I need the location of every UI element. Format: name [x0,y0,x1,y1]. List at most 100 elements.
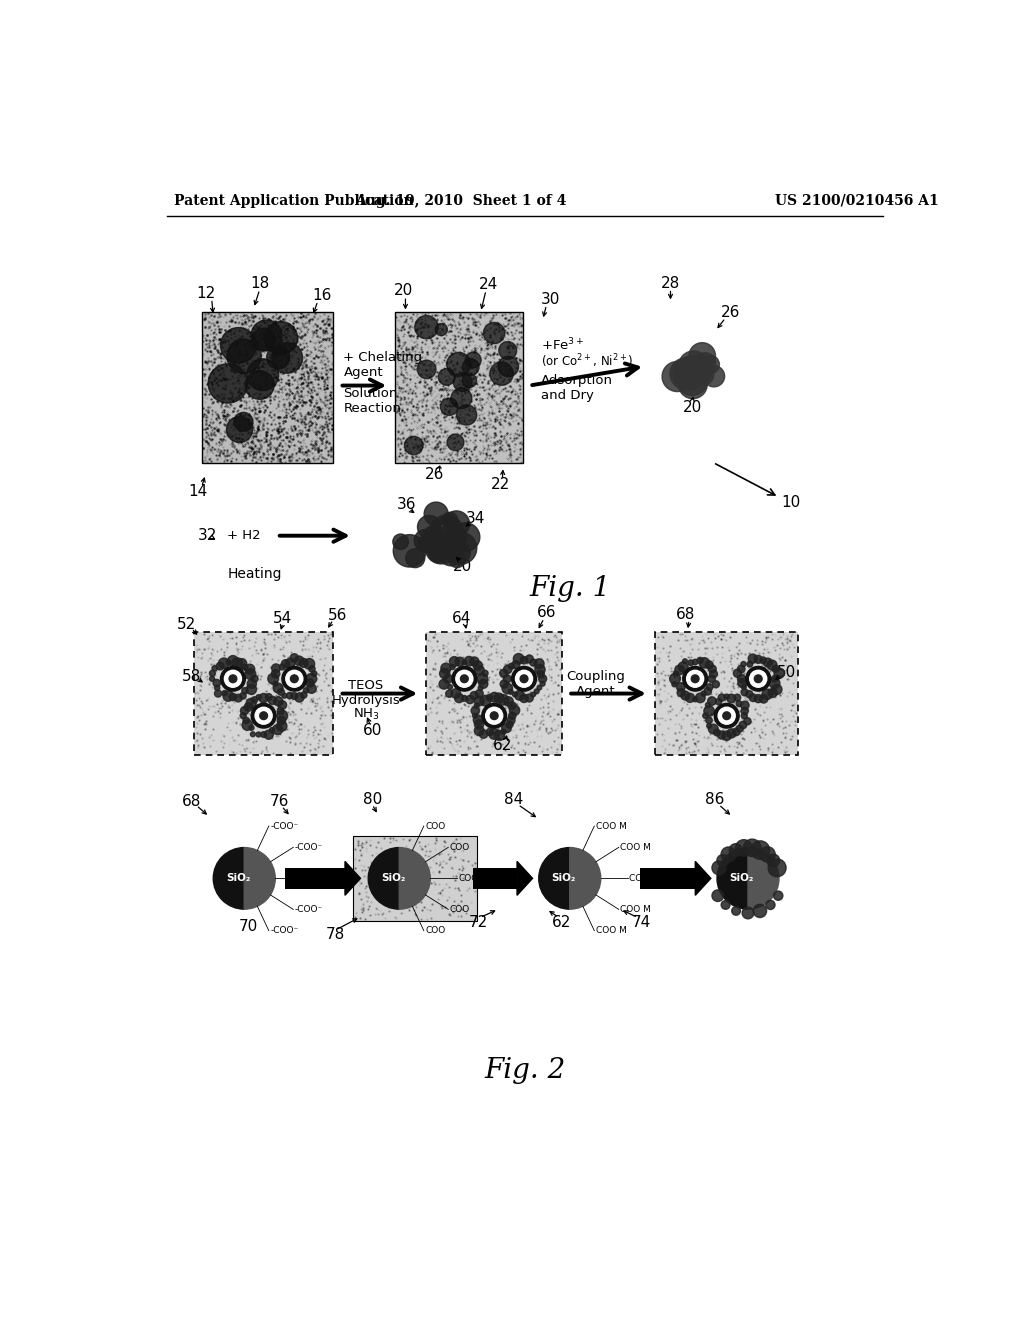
Text: NH$_3$: NH$_3$ [352,706,379,722]
Circle shape [693,697,697,702]
Circle shape [462,660,467,665]
Circle shape [245,669,256,680]
Circle shape [494,693,504,704]
Text: 58: 58 [182,669,201,684]
Circle shape [706,717,713,723]
Circle shape [282,667,307,692]
Circle shape [466,696,474,704]
Circle shape [707,723,712,729]
Text: 76: 76 [269,793,289,809]
Text: 26: 26 [424,466,443,482]
Text: COO: COO [450,843,470,851]
Circle shape [455,694,464,702]
Circle shape [712,890,724,902]
Circle shape [227,656,239,667]
Text: 18: 18 [250,276,269,292]
Circle shape [678,661,688,672]
Circle shape [772,665,779,672]
Circle shape [308,665,315,672]
Circle shape [439,680,449,689]
Text: 16: 16 [312,288,332,304]
Text: 50: 50 [777,665,797,680]
Circle shape [472,713,477,718]
Text: Heating: Heating [227,568,282,581]
Circle shape [473,715,483,725]
Circle shape [286,671,303,688]
Text: 86: 86 [705,792,724,808]
Circle shape [482,671,488,676]
Bar [202,313,334,462]
Text: 36: 36 [397,498,417,512]
Circle shape [443,675,453,684]
Circle shape [706,702,711,708]
Circle shape [224,671,242,688]
Circle shape [750,671,767,688]
Circle shape [741,685,746,689]
Text: COO M: COO M [621,843,651,851]
Text: 78: 78 [326,927,344,942]
Circle shape [506,721,513,729]
Circle shape [504,665,512,673]
Circle shape [219,657,229,668]
Circle shape [502,684,513,693]
Wedge shape [717,847,748,909]
Circle shape [718,694,725,701]
Circle shape [685,693,694,702]
Circle shape [393,535,426,568]
Circle shape [243,717,250,723]
Circle shape [490,711,498,719]
Circle shape [424,502,449,525]
Circle shape [512,692,517,697]
Circle shape [414,529,436,552]
Circle shape [512,667,537,692]
Circle shape [280,664,286,671]
Polygon shape [517,862,532,895]
Circle shape [512,660,520,668]
Circle shape [229,693,237,701]
Circle shape [474,696,484,706]
Circle shape [442,512,458,528]
Circle shape [256,733,261,737]
Circle shape [241,713,246,718]
Text: -COO⁻: -COO⁻ [304,874,332,883]
Circle shape [456,671,473,688]
Circle shape [509,711,516,719]
Circle shape [441,663,451,673]
Circle shape [700,355,720,374]
Circle shape [261,731,266,738]
Circle shape [462,696,467,701]
Circle shape [415,315,438,339]
Circle shape [692,364,714,385]
Circle shape [724,694,729,700]
Bar [426,632,562,755]
Circle shape [712,861,726,875]
Wedge shape [569,847,601,909]
Circle shape [241,706,249,714]
Circle shape [210,671,215,676]
Circle shape [501,730,506,734]
Circle shape [677,682,685,692]
Circle shape [445,690,453,697]
Text: 60: 60 [362,723,382,738]
Text: Coupling
Agent: Coupling Agent [566,671,625,698]
Circle shape [278,689,285,696]
Circle shape [245,702,253,711]
Circle shape [495,730,505,741]
Circle shape [214,690,221,697]
Wedge shape [539,847,569,909]
Circle shape [500,669,508,677]
Circle shape [741,661,746,667]
Text: 24: 24 [479,277,498,292]
Circle shape [393,535,409,549]
Circle shape [303,688,308,693]
Circle shape [473,661,482,671]
Circle shape [530,692,536,697]
Text: 20: 20 [454,558,472,574]
Circle shape [450,543,470,564]
Circle shape [702,713,709,718]
Circle shape [722,731,731,741]
Circle shape [699,657,710,668]
Circle shape [212,665,217,671]
Circle shape [452,523,480,552]
Circle shape [673,356,707,389]
